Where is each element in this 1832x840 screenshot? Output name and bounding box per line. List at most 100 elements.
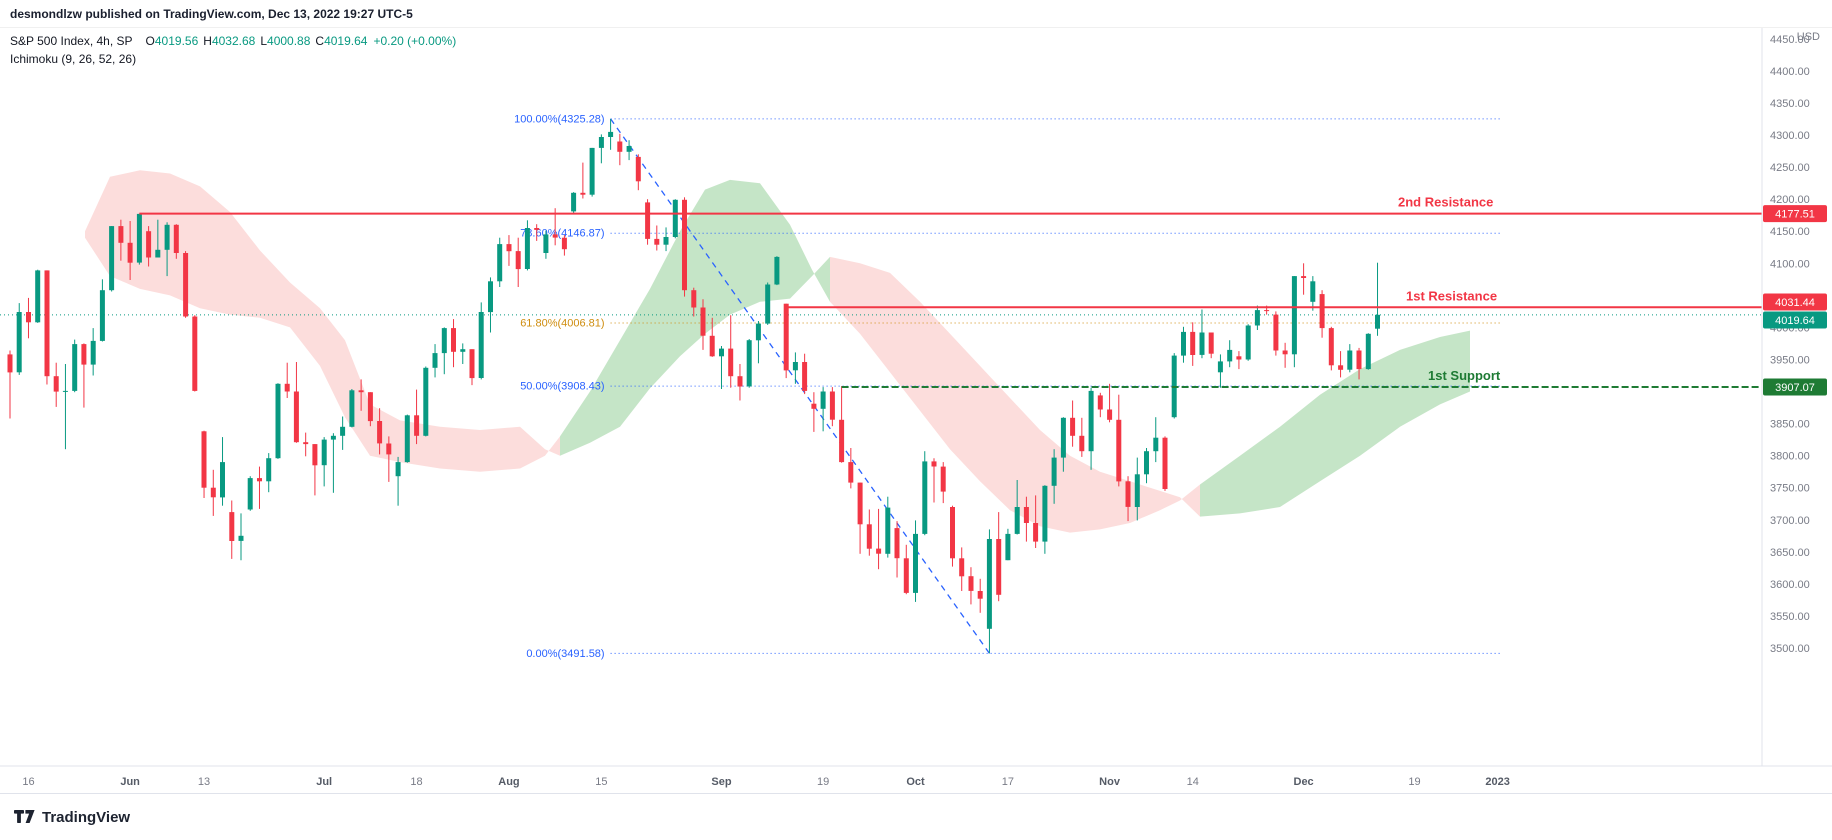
open-value: 4019.56 — [154, 34, 199, 48]
candle-body — [192, 316, 198, 391]
candle-body — [488, 281, 493, 313]
candle-body — [220, 462, 225, 498]
level-label: 1st Resistance — [1406, 288, 1497, 303]
time-tick-label[interactable]: Oct — [906, 776, 925, 788]
tradingview-logo-text[interactable]: TradingView — [42, 808, 131, 826]
candle-body — [645, 202, 651, 239]
candle-body — [1310, 281, 1316, 302]
candle-body — [72, 344, 78, 391]
time-tick-label[interactable]: Jul — [316, 776, 332, 788]
candle-body — [820, 391, 826, 409]
candle-body — [1023, 507, 1029, 523]
candle-body — [1208, 332, 1214, 354]
candle-body — [1097, 395, 1103, 410]
price-tick-label[interactable]: 4350.00 — [1770, 98, 1810, 110]
candle-body — [524, 228, 530, 269]
candle-body — [1079, 435, 1085, 452]
candle-body — [349, 390, 355, 427]
candle-body — [330, 435, 336, 440]
candle-body — [1356, 350, 1362, 370]
fib-label: 100.00%(4325.28) — [514, 113, 605, 125]
candle-body — [1070, 417, 1076, 436]
fib-retracement[interactable]: 100.00%(4325.28) 78.60%(4146.87) 61.80%(40… — [514, 113, 1500, 660]
candle-body — [866, 524, 872, 549]
time-tick-label[interactable]: Aug — [498, 776, 519, 788]
currency-label: USD — [1796, 31, 1820, 43]
candle-body — [996, 539, 1002, 595]
time-tick-label[interactable]: Jun — [120, 776, 140, 788]
candle-body — [913, 533, 918, 593]
time-tick-label[interactable]: 13 — [198, 776, 210, 788]
time-tick-label[interactable]: 19 — [1408, 776, 1420, 788]
candle-body — [1125, 481, 1131, 507]
price-tick-label[interactable]: 3950.00 — [1770, 354, 1810, 366]
candle-body — [441, 328, 447, 354]
candle-body — [229, 512, 235, 541]
time-tick-label[interactable]: 19 — [817, 776, 829, 788]
price-tick-label[interactable]: 3800.00 — [1770, 451, 1810, 463]
price-tick-label[interactable]: 4250.00 — [1770, 162, 1810, 174]
candle-body — [127, 242, 133, 263]
time-tick-label[interactable]: 2023 — [1485, 776, 1509, 788]
candle-body — [950, 507, 955, 559]
candle-body — [414, 415, 420, 436]
symbol-title[interactable]: S&P 500 Index, 4h, SP — [10, 34, 133, 48]
tradingview-logo-icon[interactable] — [14, 810, 35, 824]
price-badge-value: 4177.51 — [1775, 209, 1815, 221]
candle-body — [377, 421, 383, 444]
time-tick-label[interactable]: 17 — [1002, 776, 1014, 788]
candle-body — [358, 390, 364, 393]
candle-body — [1291, 276, 1297, 355]
candle-body — [469, 349, 475, 379]
candle-body — [571, 192, 577, 212]
price-tick-label[interactable]: 3850.00 — [1770, 419, 1810, 431]
time-tick-label[interactable]: 14 — [1187, 776, 1199, 788]
candles-layer[interactable] — [7, 118, 1381, 654]
time-tick-label[interactable]: 15 — [595, 776, 607, 788]
price-tick-label[interactable]: 3500.00 — [1770, 643, 1810, 655]
candle-body — [1088, 390, 1094, 452]
price-tick-label[interactable]: 4450.00 — [1770, 34, 1810, 46]
time-tick-label[interactable]: Nov — [1099, 776, 1121, 788]
cloud-bullish-segment — [560, 179, 830, 456]
candle-body — [765, 284, 771, 324]
fib-label: 50.00%(3908.43) — [520, 381, 604, 393]
candle-body — [580, 192, 586, 195]
price-tick-label[interactable]: 4300.00 — [1770, 130, 1810, 142]
price-tick-label[interactable]: 4100.00 — [1770, 258, 1810, 270]
time-tick-label[interactable]: 18 — [410, 776, 422, 788]
price-tick-label[interactable]: 4200.00 — [1770, 194, 1810, 206]
chart-area[interactable]: 100.00%(4325.28) 78.60%(4146.87) 61.80%(40… — [0, 28, 1832, 793]
price-tick-label[interactable]: 3650.00 — [1770, 547, 1810, 559]
attribution-bar: desmondlzw published on TradingView.com,… — [0, 0, 1832, 28]
price-tick-label[interactable]: 3700.00 — [1770, 515, 1810, 527]
candle-body — [737, 376, 743, 387]
candle-body — [136, 213, 142, 263]
candle-body — [53, 376, 59, 392]
candle-body — [312, 444, 318, 466]
price-tick-label[interactable]: 3750.00 — [1770, 483, 1810, 495]
price-badge-value: 4031.44 — [1775, 297, 1815, 309]
time-tick-label[interactable]: Dec — [1294, 776, 1314, 788]
price-tick-label[interactable]: 4150.00 — [1770, 226, 1810, 238]
time-tick-label[interactable]: 16 — [22, 776, 34, 788]
candle-body — [432, 353, 438, 368]
levels-layer[interactable]: 2nd Resistance 1st Resistance 1st Support — [139, 195, 1762, 389]
price-tick-label[interactable]: 4400.00 — [1770, 66, 1810, 78]
candle-body — [515, 251, 521, 270]
attribution-text: desmondlzw published on TradingView.com,… — [10, 6, 413, 21]
close-value: 4019.64 — [324, 34, 368, 48]
price-tick-label[interactable]: 3600.00 — [1770, 579, 1810, 591]
candle-body — [1227, 349, 1233, 362]
candle-body — [99, 290, 105, 341]
bottom-bar: TradingView — [0, 793, 1832, 840]
price-tick-label[interactable]: 3550.00 — [1770, 611, 1810, 623]
candle-body — [783, 303, 789, 371]
candle-body — [719, 348, 724, 357]
candle-body — [1033, 523, 1039, 542]
candle-body — [1107, 409, 1113, 420]
chart-canvas[interactable]: 100.00%(4325.28) 78.60%(4146.87) 61.80%(40… — [0, 28, 1832, 793]
indicator-label[interactable]: Ichimoku (9, 26, 52, 26) — [10, 52, 137, 66]
time-tick-label[interactable]: Sep — [711, 776, 731, 788]
price-badge — [1763, 205, 1827, 223]
